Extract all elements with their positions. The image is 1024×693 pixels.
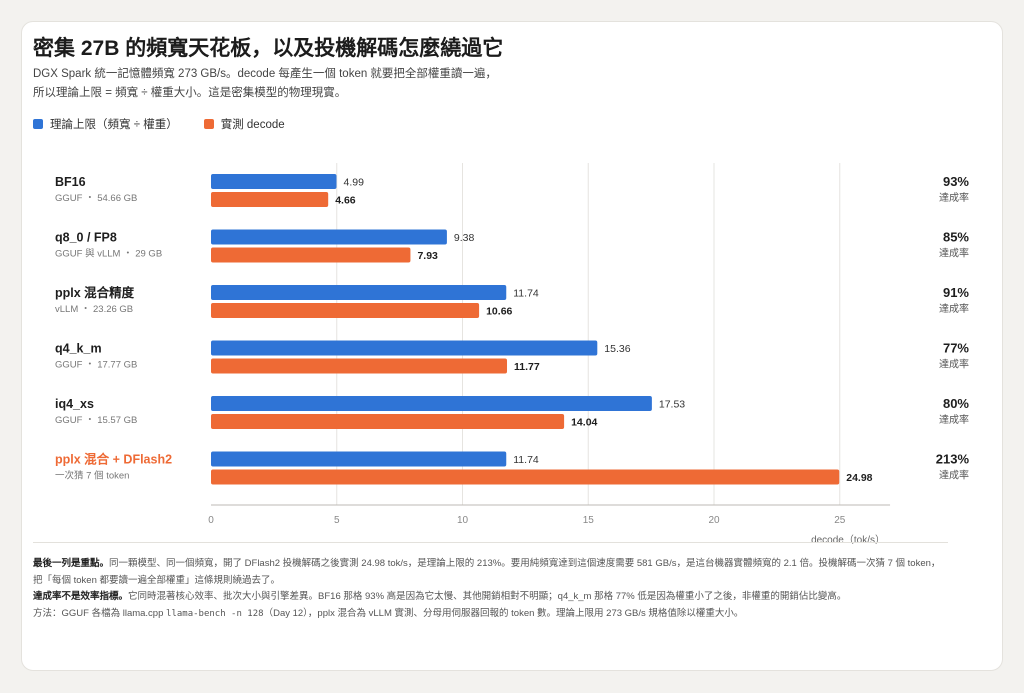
ratio-label: 達成率	[939, 358, 969, 371]
bar-measured-label: 11.77	[514, 361, 540, 373]
category-label: q4_k_m	[55, 342, 102, 356]
bar-theory-label: 17.53	[659, 399, 685, 411]
footer-paragraph-1: 最後一列是重點。同一顆模型、同一個頻寬，開了 DFlash2 投機解碼之後實測 …	[33, 556, 948, 589]
legend-item-theory: 理論上限（頻寬 ÷ 權重）	[33, 116, 178, 132]
legend-swatch-measured	[203, 119, 214, 129]
category-label: pplx 混合精度	[55, 285, 135, 300]
category-sublabel: GGUF ・ 15.57 GB	[55, 415, 137, 426]
bar-measured	[211, 414, 565, 429]
category-sublabel: GGUF 與 vLLM ・ 29 GB	[55, 248, 162, 260]
bar-theory	[211, 285, 507, 300]
category-sublabel: GGUF ・ 54.66 GB	[55, 193, 137, 204]
bar-theory-label: 15.36	[604, 343, 630, 355]
footer-paragraph-2: 達成率不是效率指標。它同時混著核心效率、批次大小與引擎差異。BF16 那格 93…	[33, 589, 948, 606]
footer-p3-pre: 方法：GGUF 各檔為 llama.cpp	[33, 607, 167, 619]
ratio-value: 91%	[943, 285, 969, 300]
bar-theory	[211, 451, 507, 467]
ratio-label: 達成率	[939, 247, 969, 260]
x-tick-label: 15	[583, 515, 595, 526]
category-label: q8_0 / FP8	[55, 231, 117, 245]
footer-notes: 最後一列是重點。同一顆模型、同一個頻寬，開了 DFlash2 投機解碼之後實測 …	[33, 556, 948, 622]
bar-measured	[211, 469, 840, 485]
footer-p1-bold: 最後一列是重點。	[33, 558, 110, 569]
bar-measured-label: 4.66	[335, 195, 356, 207]
ratio-value: 213%	[936, 452, 970, 467]
ratio-label: 達成率	[939, 191, 969, 204]
legend-label-measured: 實測 decode	[220, 119, 285, 131]
ratio-label: 達成率	[939, 469, 969, 482]
category-label: iq4_xs	[55, 397, 94, 411]
bar-measured	[211, 192, 329, 207]
category-sublabel: 一次猜 7 個 token	[55, 470, 129, 482]
bar-theory	[211, 396, 652, 411]
x-tick-label: 0	[208, 515, 214, 526]
bar-measured-label: 7.93	[417, 250, 438, 262]
footer-p2-text: 它同時混著核心效率、批次大小與引擎差異。BF16 那格 93% 高是因為它太慢、…	[128, 591, 847, 602]
category-sublabel: GGUF ・ 17.77 GB	[55, 360, 137, 371]
bar-theory	[211, 340, 598, 356]
legend-item-measured: 實測 decode	[203, 116, 285, 132]
footer-paragraph-3: 方法：GGUF 各檔為 llama.cpp llama-bench -n 128…	[33, 606, 948, 623]
x-tick-label: 25	[834, 515, 846, 526]
legend-label-theory: 理論上限（頻寬 ÷ 權重）	[50, 119, 178, 131]
chart-title: 密集 27B 的頻寬天花板，以及投機解碼怎麼繞過它	[33, 37, 504, 60]
ratio-value: 93%	[943, 174, 969, 189]
x-tick-label: 10	[457, 515, 469, 526]
footer-p3-post: （Day 12），pplx 混合為 vLLM 實測、分母用伺服器回報的 toke…	[263, 607, 744, 619]
bar-theory-label: 11.74	[513, 454, 539, 466]
footer-p1-text: 同一顆模型、同一個頻寬，開了 DFlash2 投機解碼之後實測 24.98 to…	[33, 558, 941, 586]
footer-p3-code: llama-bench -n 128	[166, 608, 264, 619]
legend-swatch-theory	[33, 119, 43, 129]
bar-theory	[211, 229, 447, 245]
x-tick-label: 5	[334, 515, 340, 526]
bar-theory-label: 11.74	[513, 288, 539, 300]
category-label: pplx 混合 + DFlash2	[55, 452, 172, 467]
bar-measured-label: 14.04	[571, 417, 597, 429]
subtitle-line-2: 所以理論上限 = 頻寬 ÷ 權重大小。這是密集模型的物理現實。	[33, 87, 347, 99]
ratio-value: 85%	[943, 230, 969, 245]
bar-theory-label: 4.99	[343, 177, 364, 189]
category-label: BF16	[55, 175, 86, 189]
x-tick-label: 20	[708, 515, 720, 526]
ratio-value: 80%	[943, 396, 969, 411]
footer-divider	[33, 542, 948, 543]
bar-measured	[211, 358, 508, 374]
ratio-label: 達成率	[939, 413, 969, 426]
bar-theory	[211, 174, 337, 189]
footer-p2-bold: 達成率不是效率指標。	[33, 591, 129, 602]
ratio-label: 達成率	[939, 302, 969, 315]
bar-measured	[211, 303, 480, 318]
bar-theory-label: 9.38	[454, 232, 475, 244]
legend: 理論上限（頻寬 ÷ 權重） 實測 decode	[33, 116, 285, 132]
bar-chart: 0 5 10 15 20 25 decode（tok/s） BF16 GGUF ・ 54.66 …	[55, 163, 970, 546]
x-axis-label: decode（tok/s）	[811, 534, 885, 546]
bar-measured-label: 24.98	[846, 472, 872, 484]
subtitle-line-1: DGX Spark 統一記憶體頻寬 273 GB/s。decode 每產生一個 …	[33, 68, 497, 80]
category-sublabel: vLLM ・ 23.26 GB	[55, 304, 133, 315]
bar-measured-label: 10.66	[486, 306, 512, 318]
bar-measured	[211, 247, 411, 263]
chart-subtitle: DGX Spark 統一記憶體頻寬 273 GB/s。decode 每產生一個 …	[33, 65, 733, 103]
ratio-value: 77%	[943, 341, 969, 356]
